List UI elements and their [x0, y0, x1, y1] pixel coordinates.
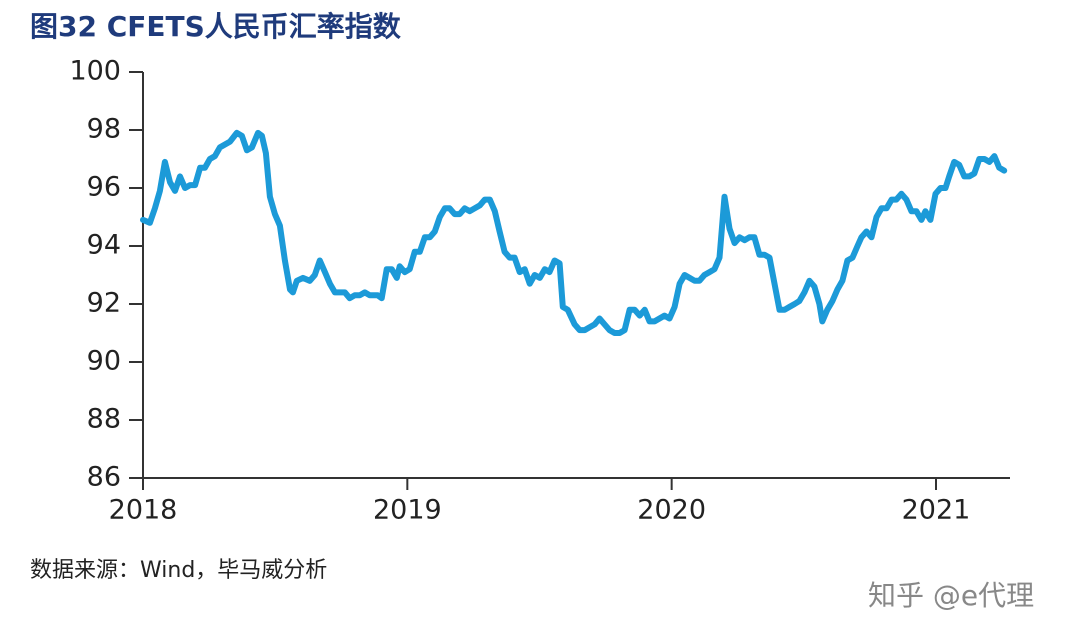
y-tick-label: 92 [87, 288, 121, 319]
x-tick-label: 2019 [373, 495, 442, 526]
y-tick-label: 88 [87, 404, 121, 435]
x-tick-label: 2018 [109, 495, 178, 526]
data-line [140, 129, 1008, 336]
y-tick-label: 90 [87, 346, 121, 377]
y-tick-label: 86 [87, 462, 121, 493]
y-tick-label: 98 [87, 114, 121, 145]
watermark: 知乎 @e代理 [868, 579, 1034, 612]
source-note: 数据来源：Wind，毕马威分析 [30, 558, 327, 583]
x-tick-label: 2020 [637, 495, 706, 526]
y-tick-label: 96 [87, 172, 121, 203]
y-tick-label: 100 [69, 56, 121, 87]
y-tick-label: 94 [87, 230, 121, 261]
x-tick-label: 2021 [902, 495, 971, 526]
chart-title: 图32 CFETS人民币汇率指数 [30, 10, 402, 43]
